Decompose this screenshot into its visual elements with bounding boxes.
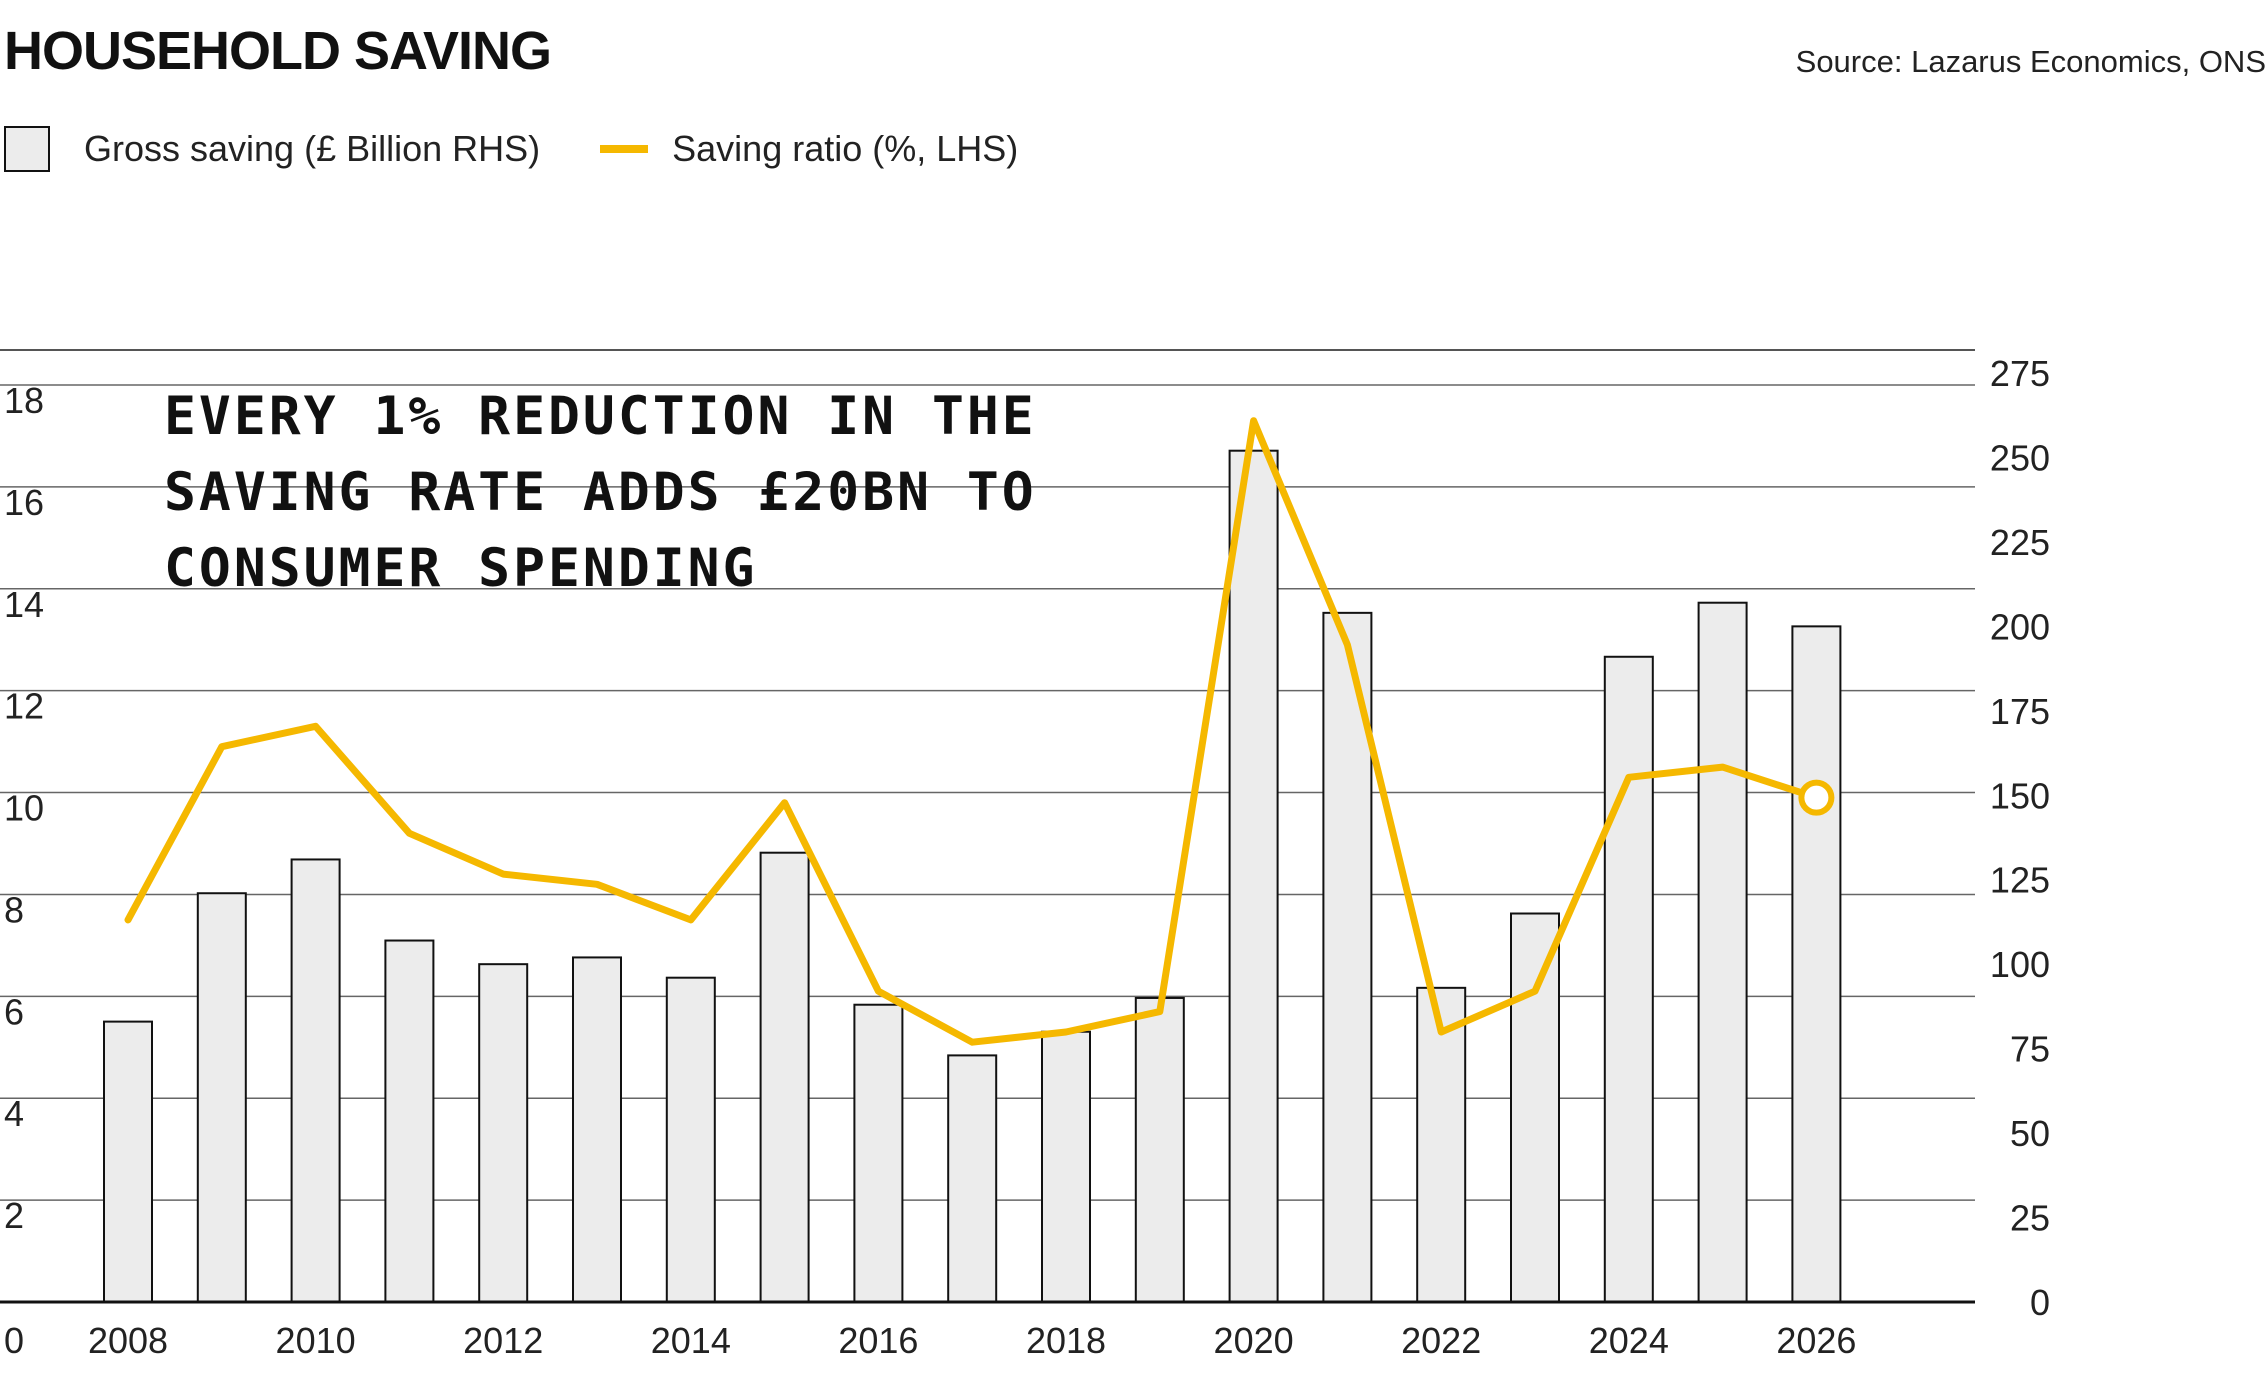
bar-2020 xyxy=(1228,449,1279,1303)
right-axis-tick: 275 xyxy=(1990,353,2050,394)
x-axis-tick: 2018 xyxy=(1026,1320,1106,1361)
right-axis-tick: 175 xyxy=(1990,691,2050,732)
right-axis-tick: 75 xyxy=(2010,1029,2050,1070)
x-axis-tick: 2026 xyxy=(1776,1320,1856,1361)
right-axis-tick: 50 xyxy=(2010,1113,2050,1154)
line-point-2019 xyxy=(1157,1009,1162,1014)
line-point-2012 xyxy=(501,872,506,877)
left-axis-tick: 0 xyxy=(4,1320,24,1361)
line-point-2020 xyxy=(1251,418,1256,423)
x-axis-tick: 2008 xyxy=(88,1320,168,1361)
line-point-2010 xyxy=(313,724,318,729)
line-point-2021 xyxy=(1345,642,1350,647)
right-axis-tick: 100 xyxy=(1990,944,2050,985)
legend-bar-swatch xyxy=(4,126,50,172)
annotation-line-2: SAVING RATE ADDS £20BN TO xyxy=(164,462,1037,523)
right-axis-tick: 125 xyxy=(1990,860,2050,901)
line-point-2014 xyxy=(688,917,693,922)
legend-bar-label: Gross saving (£ Billion RHS) xyxy=(84,128,541,169)
bar-2024 xyxy=(1603,655,1654,1303)
left-axis-tick: 10 xyxy=(4,788,44,829)
annotation-line-3: CONSUMER SPENDING xyxy=(164,538,757,599)
right-axis-tick: 150 xyxy=(1990,775,2050,816)
line-point-2025 xyxy=(1720,765,1725,770)
bar-2016 xyxy=(853,1003,904,1303)
right-axis-tick: 225 xyxy=(1990,522,2050,563)
left-axis-tick: 12 xyxy=(4,686,44,727)
line-point-2018 xyxy=(1064,1029,1068,1034)
bar-2018 xyxy=(1041,1030,1091,1304)
chart-title: HOUSEHOLD SAVING xyxy=(4,21,552,81)
left-axis-tick: 6 xyxy=(4,991,24,1032)
x-axis-tick: 2022 xyxy=(1401,1320,1481,1361)
line-point-2011 xyxy=(407,831,412,836)
bar-2015 xyxy=(759,851,810,1304)
right-axis-tick: 0 xyxy=(2030,1282,2050,1323)
x-axis-tick: 2012 xyxy=(463,1320,543,1361)
right-axis-tick: 200 xyxy=(1990,606,2050,647)
right-axis-tick: 25 xyxy=(2010,1198,2050,1239)
bar-2013 xyxy=(572,956,622,1304)
bar-2021 xyxy=(1322,611,1373,1303)
bar-2009 xyxy=(196,892,247,1303)
x-axis-tick: 2016 xyxy=(838,1320,918,1361)
line-point-2008 xyxy=(126,917,130,922)
source-note: Source: Lazarus Economics, ONS xyxy=(1795,44,2266,79)
left-axis-tick: 16 xyxy=(4,482,44,523)
bar-2012 xyxy=(478,963,529,1303)
x-axis-tick: 2020 xyxy=(1214,1320,1294,1361)
bar-2011 xyxy=(384,939,435,1303)
annotation-line-1: EVERY 1% REDUCTION IN THE xyxy=(164,386,1037,447)
line-point-2015 xyxy=(782,800,787,805)
line-point-2024 xyxy=(1626,775,1631,780)
x-axis-tick: 2024 xyxy=(1589,1320,1669,1361)
x-axis-tick: 2010 xyxy=(276,1320,356,1361)
line-point-2026-highlight xyxy=(1798,779,1835,816)
bar-2008 xyxy=(103,1020,153,1303)
x-axis-tick: 2014 xyxy=(651,1320,731,1361)
left-axis-tick: 2 xyxy=(4,1195,24,1236)
left-axis-tick: 18 xyxy=(4,380,44,421)
bar-2014 xyxy=(665,976,716,1303)
left-axis-tick: 8 xyxy=(4,889,24,930)
bar-2025 xyxy=(1697,601,1748,1303)
bar-2022 xyxy=(1416,986,1467,1303)
bar-2010 xyxy=(290,858,341,1303)
line-point-2023 xyxy=(1533,989,1537,994)
legend: Gross saving (£ Billion RHS) Saving rati… xyxy=(4,126,1018,172)
bar-2017 xyxy=(947,1054,998,1303)
bar-2019 xyxy=(1134,996,1185,1303)
legend-line-swatch xyxy=(600,145,649,153)
bar-2026 xyxy=(1791,625,1842,1303)
bar-2023 xyxy=(1510,912,1560,1303)
line-point-2013 xyxy=(595,882,599,887)
legend-line-label: Saving ratio (%, LHS) xyxy=(672,128,1019,169)
line-point-2017 xyxy=(970,1040,975,1045)
left-axis-tick: 4 xyxy=(4,1093,24,1134)
line-point-2009 xyxy=(219,744,224,749)
right-axis-tick: 250 xyxy=(1990,437,2050,478)
line-point-2016 xyxy=(876,989,881,994)
left-axis-tick: 14 xyxy=(4,584,44,625)
line-point-2022 xyxy=(1439,1029,1444,1034)
